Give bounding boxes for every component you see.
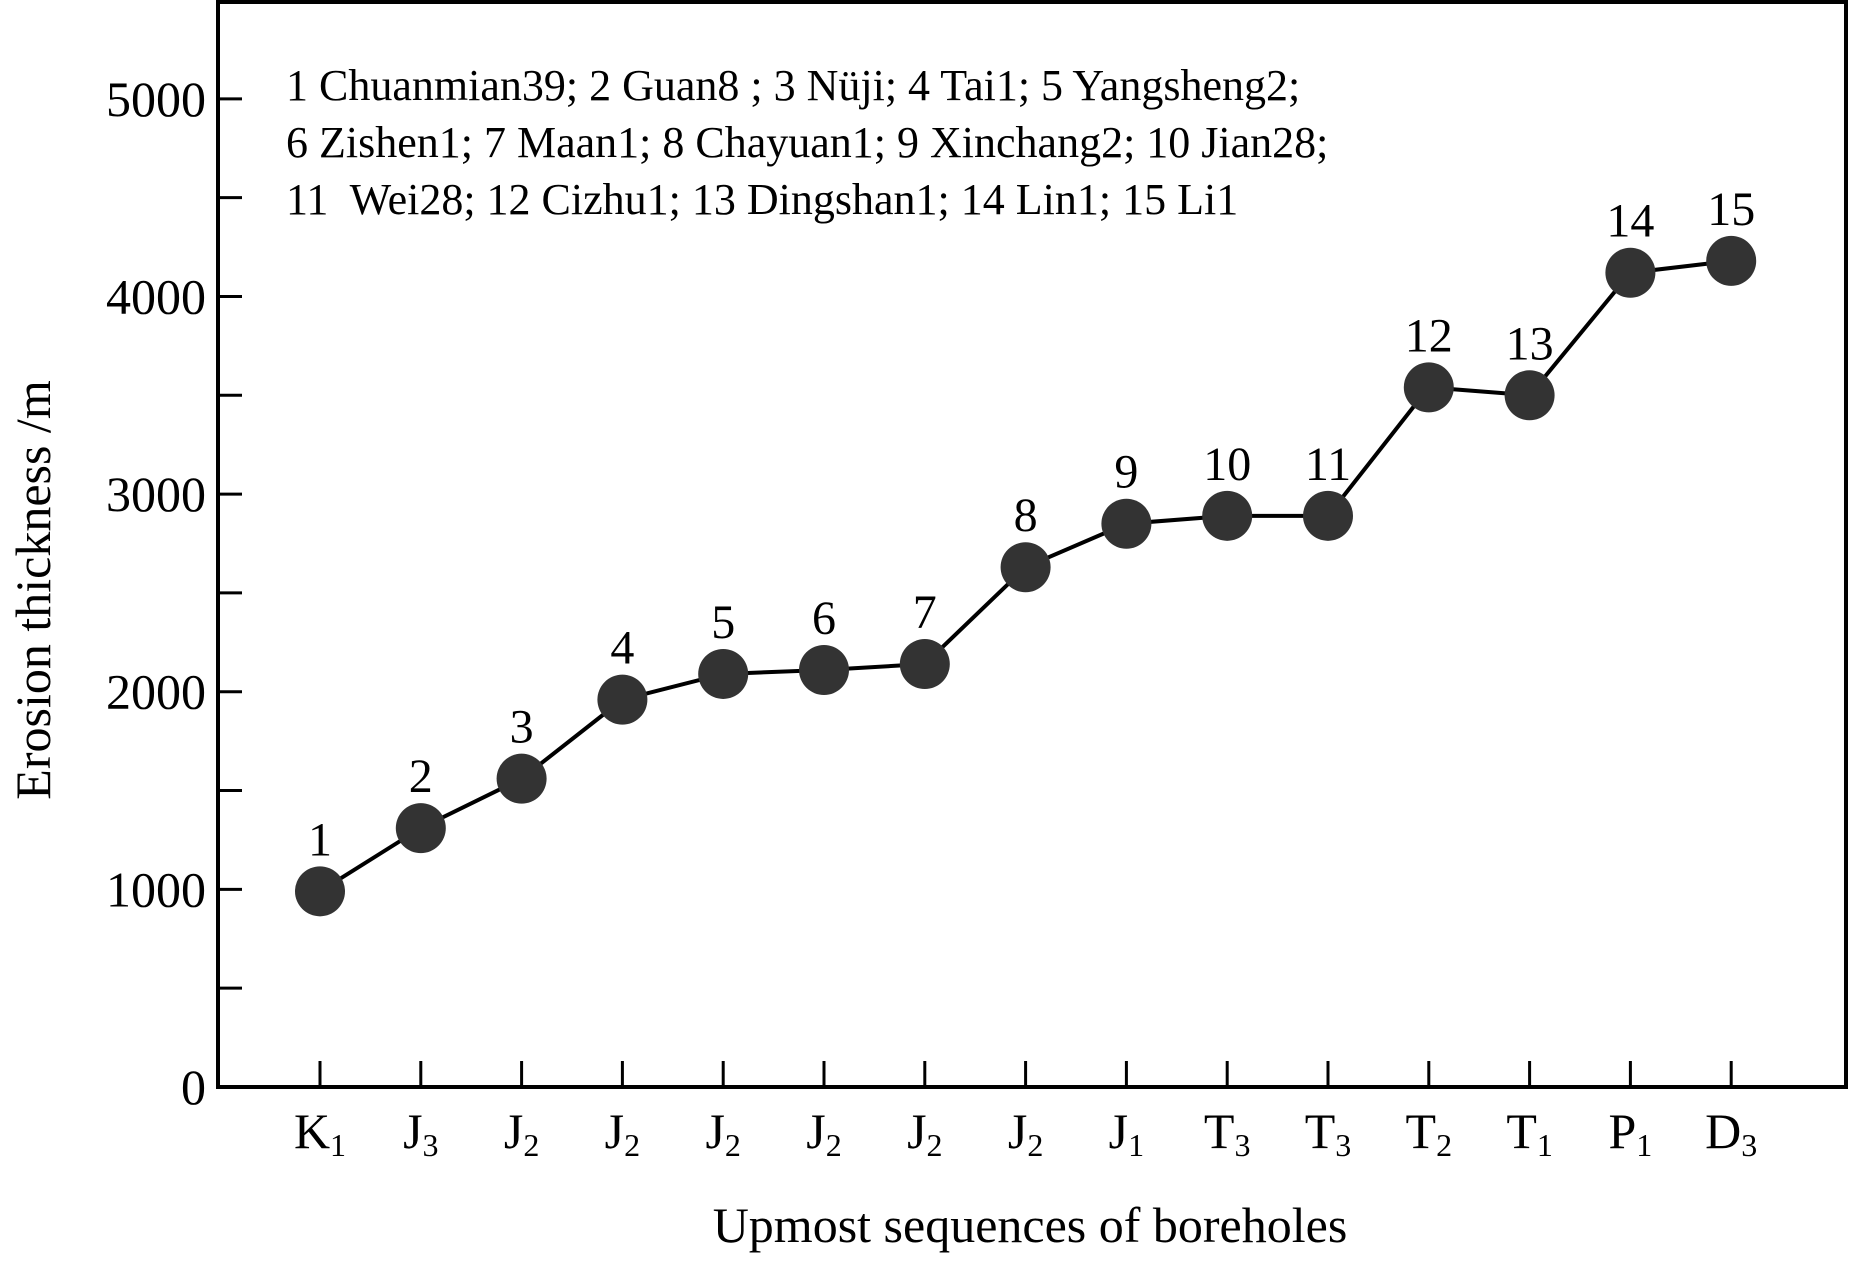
- plot-frame: [216, 0, 1848, 1089]
- x-tick-label: P1: [1608, 1103, 1652, 1163]
- y-tick-label: 0: [181, 1059, 206, 1115]
- point-label: 8: [1014, 489, 1038, 542]
- x-tick-label: J2: [705, 1103, 740, 1163]
- data-point: [295, 866, 345, 917]
- x-tick-label: J2: [1008, 1103, 1043, 1163]
- point-label: 5: [711, 596, 735, 649]
- data-point: [496, 753, 547, 804]
- point-label: 7: [913, 586, 937, 639]
- data-point: [899, 639, 950, 690]
- x-tick-label-subscript: 3: [1335, 1127, 1351, 1163]
- point-label: 2: [409, 750, 433, 803]
- data-point: [1000, 542, 1051, 593]
- legend: 1 Chuanmian39; 2 Guan8 ; 3 Nüji; 4 Tai1;…: [286, 61, 1328, 224]
- legend-line: 11 Wei28; 12 Cizhu1; 13 Dingshan1; 14 Li…: [286, 175, 1238, 224]
- x-tick-label-subscript: 1: [1636, 1127, 1652, 1163]
- data-point: [799, 644, 849, 695]
- x-tick-label-main: J: [403, 1103, 422, 1159]
- x-tick-label-main: J: [605, 1103, 624, 1159]
- x-tick-label-main: J: [705, 1103, 724, 1159]
- x-tick-label-subscript: 2: [624, 1127, 640, 1163]
- point-label: 4: [610, 622, 634, 675]
- point-label: 13: [1506, 317, 1554, 370]
- x-tick-label: J2: [605, 1103, 640, 1163]
- data-point: [698, 648, 749, 699]
- data-point: [1202, 490, 1253, 541]
- data-point: [1706, 235, 1757, 286]
- x-tick-label-main: J: [504, 1103, 523, 1159]
- x-tick-label-main: J: [1109, 1103, 1128, 1159]
- y-tick-label: 2000: [106, 664, 206, 720]
- x-tick-label-main: T: [1305, 1103, 1336, 1159]
- x-tick-label: J2: [907, 1103, 942, 1163]
- y-tick-label: 3000: [106, 466, 206, 522]
- x-axis: K1 J3 J2 J2 J2 J2 J2 J2 J1 T3 T3 T2 T1 P1 D3: [294, 1061, 1757, 1163]
- point-label: 9: [1114, 446, 1138, 499]
- x-tick-label: T2: [1406, 1103, 1453, 1163]
- x-tick-label-subscript: 2: [826, 1127, 842, 1163]
- x-tick-label-main: K: [294, 1103, 330, 1159]
- x-tick-label-main: J: [806, 1103, 825, 1159]
- data-point: [1101, 498, 1152, 549]
- point-label: 1: [308, 813, 332, 866]
- x-tick-label-main: J: [907, 1103, 926, 1159]
- x-tick-label-main: D: [1705, 1103, 1741, 1159]
- x-tick-label: D3: [1705, 1103, 1757, 1163]
- point-label: 11: [1305, 438, 1351, 491]
- x-tick-label: T3: [1305, 1103, 1352, 1163]
- x-tick-label-main: T: [1406, 1103, 1437, 1159]
- x-tick-label-subscript: 3: [1234, 1127, 1250, 1163]
- x-tick-label: J1: [1109, 1103, 1144, 1163]
- legend-line: 6 Zishen1; 7 Maan1; 8 Chayuan1; 9 Xincha…: [286, 118, 1328, 167]
- point-label: 12: [1405, 309, 1453, 362]
- x-tick-label: J2: [806, 1103, 841, 1163]
- x-tick-label: T3: [1204, 1103, 1251, 1163]
- x-tick-label-subscript: 3: [423, 1127, 439, 1163]
- x-tick-label-subscript: 2: [725, 1127, 741, 1163]
- y-tick-label: 4000: [106, 268, 206, 324]
- x-tick-label: J3: [403, 1103, 438, 1163]
- x-tick-label-subscript: 1: [1537, 1127, 1553, 1163]
- x-tick-label: K1: [294, 1103, 346, 1163]
- x-tick-label: T1: [1506, 1103, 1553, 1163]
- x-tick-label-subscript: 2: [1436, 1127, 1452, 1163]
- point-label: 6: [812, 592, 836, 645]
- point-label: 15: [1707, 183, 1755, 236]
- point-label: 14: [1606, 195, 1654, 248]
- x-tick-label-subscript: 2: [927, 1127, 943, 1163]
- x-axis-title: Upmost sequences of boreholes: [713, 1197, 1348, 1253]
- point-label: 3: [510, 701, 534, 754]
- y-tick-label: 5000: [106, 71, 206, 127]
- y-tick-label: 1000: [106, 861, 206, 917]
- x-tick-label-main: J: [1008, 1103, 1027, 1159]
- x-tick-label-main: P: [1608, 1103, 1636, 1159]
- data-point: [597, 674, 648, 725]
- data-point: [395, 803, 446, 854]
- x-tick-label-subscript: 1: [330, 1127, 346, 1163]
- x-tick-label-subscript: 2: [1027, 1127, 1043, 1163]
- legend-line: 1 Chuanmian39; 2 Guan8 ; 3 Nüji; 4 Tai1;…: [286, 61, 1300, 110]
- y-axis-title: Erosion thickness /m: [5, 380, 61, 800]
- point-label: 10: [1203, 438, 1251, 491]
- x-tick-label-subscript: 3: [1741, 1127, 1757, 1163]
- y-axis: 0 1000 2000 3000 4000 5000: [106, 0, 242, 1115]
- x-tick-label: J2: [504, 1103, 539, 1163]
- data-point: [1504, 370, 1555, 421]
- data-point: [1303, 490, 1353, 541]
- x-tick-label-main: T: [1506, 1103, 1537, 1159]
- data-point: [1605, 247, 1656, 298]
- plot-border: [216, 0, 1848, 1089]
- data-point: [1403, 362, 1454, 413]
- x-tick-label-main: T: [1204, 1103, 1235, 1159]
- x-tick-label-subscript: 2: [523, 1127, 539, 1163]
- x-tick-label-subscript: 1: [1128, 1127, 1144, 1163]
